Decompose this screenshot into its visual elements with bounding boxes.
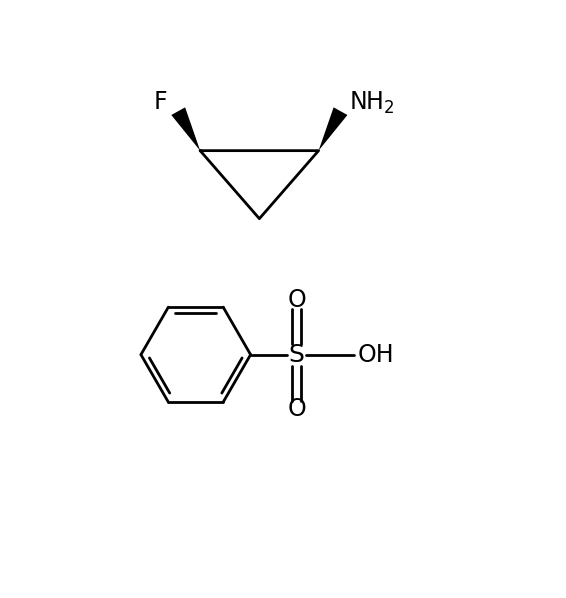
Text: F: F [153, 90, 168, 114]
Polygon shape [319, 108, 348, 151]
Text: NH$_2$: NH$_2$ [349, 89, 395, 115]
Text: S: S [289, 343, 305, 367]
Text: OH: OH [357, 343, 394, 367]
Text: O: O [288, 288, 306, 312]
Polygon shape [171, 108, 200, 151]
Text: O: O [288, 398, 306, 422]
